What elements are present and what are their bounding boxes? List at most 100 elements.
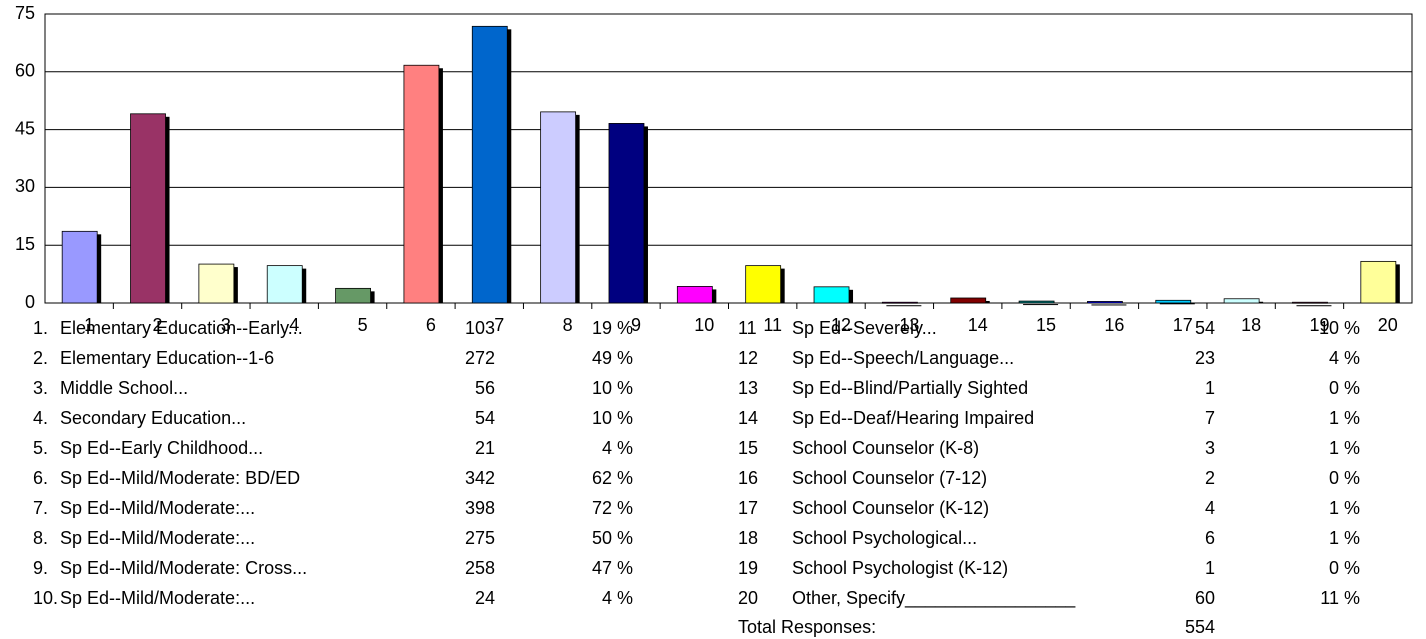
bar-shadow: [1023, 304, 1059, 306]
row-count: 2: [1205, 468, 1215, 488]
x-tick-label: 20: [1378, 315, 1398, 335]
bar: [198, 263, 235, 304]
bar-shadow: [1159, 303, 1195, 305]
row-count: 1: [1205, 558, 1215, 578]
bar: [1223, 298, 1260, 304]
row-percent: 1 %: [1329, 438, 1360, 458]
bar: [1155, 299, 1192, 304]
y-tick-label: 15: [15, 234, 35, 254]
row-name: Elementary Education--Early...: [60, 318, 303, 338]
row-name: Sp Ed--Mild/Moderate:...: [60, 588, 255, 608]
row-name: School Psychological...: [792, 528, 977, 548]
x-tick-label: 7: [494, 315, 504, 335]
row-percent: 72 %: [592, 498, 633, 518]
row-percent: 50 %: [592, 528, 633, 548]
row-name: School Counselor (K-8): [792, 438, 979, 458]
row-percent: 1 %: [1329, 528, 1360, 548]
row-number: 20: [738, 588, 758, 608]
total-label: Total Responses:: [738, 617, 876, 637]
total-value: 554: [1185, 617, 1215, 637]
x-tick-label: 17: [1173, 315, 1193, 335]
row-percent: 62 %: [592, 468, 633, 488]
row-count: 258: [465, 558, 495, 578]
y-tick-label: 75: [15, 3, 35, 23]
row-name: Middle School...: [60, 378, 188, 398]
row-name: Sp Ed--Speech/Language...: [792, 348, 1014, 368]
row-number: 2.: [33, 348, 48, 368]
row-number: 9.: [33, 558, 48, 578]
row-percent: 10 %: [592, 378, 633, 398]
bar: [950, 297, 987, 304]
row-name: Sp Ed--Severely...: [792, 318, 937, 338]
row-name: Secondary Education...: [60, 408, 246, 428]
bar: [1018, 300, 1055, 304]
x-tick-label: 6: [426, 315, 436, 335]
row-name: Sp Ed--Deaf/Hearing Impaired: [792, 408, 1034, 428]
row-percent: 10 %: [592, 408, 633, 428]
bar: [608, 123, 645, 304]
row-count: 21: [475, 438, 495, 458]
row-count: 272: [465, 348, 495, 368]
row-count: 7: [1205, 408, 1215, 428]
row-percent: 10 %: [1319, 318, 1360, 338]
row-number: 14: [738, 408, 758, 428]
x-tick-label: 9: [631, 315, 641, 335]
row-name: School Psychologist (K-12): [792, 558, 1008, 578]
bar: [676, 286, 713, 304]
y-tick-label: 0: [25, 292, 35, 312]
row-percent: 1 %: [1329, 408, 1360, 428]
row-count: 4: [1205, 498, 1215, 518]
bar: [403, 64, 440, 304]
row-name: Elementary Education--1-6: [60, 348, 274, 368]
row-name: Sp Ed--Mild/Moderate: BD/ED: [60, 468, 300, 488]
bar: [335, 287, 371, 304]
x-tick-label: 8: [563, 315, 573, 335]
row-number: 17: [738, 498, 758, 518]
row-count: 54: [1195, 318, 1215, 338]
row-count: 103: [465, 318, 495, 338]
row-percent: 4 %: [602, 588, 633, 608]
bar: [1087, 301, 1123, 304]
y-tick-label: 60: [15, 61, 35, 81]
row-number: 4.: [33, 408, 48, 428]
bar: [1292, 301, 1328, 304]
row-number: 1.: [33, 318, 48, 338]
row-number: 12: [738, 348, 758, 368]
row-percent: 11 %: [1320, 588, 1360, 608]
row-number: 19: [738, 558, 758, 578]
row-count: 1: [1205, 378, 1215, 398]
row-count: 60: [1195, 588, 1215, 608]
x-tick-label: 5: [358, 315, 368, 335]
bar: [540, 111, 577, 304]
row-count: 275: [465, 528, 495, 548]
bar: [813, 286, 850, 304]
x-tick-label: 2: [153, 315, 163, 335]
row-number: 8.: [33, 528, 48, 548]
row-name: School Counselor (K-12): [792, 498, 989, 518]
row-percent: 0 %: [1329, 468, 1360, 488]
row-count: 3: [1205, 438, 1215, 458]
row-number: 15: [738, 438, 758, 458]
row-name: Sp Ed--Mild/Moderate:...: [60, 528, 255, 548]
row-name: Sp Ed--Early Childhood...: [60, 438, 263, 458]
row-number: 16: [738, 468, 758, 488]
x-tick-label: 18: [1241, 315, 1261, 335]
row-percent: 4 %: [1329, 348, 1360, 368]
x-tick-label: 16: [1104, 315, 1124, 335]
row-count: 342: [465, 468, 495, 488]
row-name: Other, Specify_________________: [792, 588, 1076, 609]
plot-frame: [44, 13, 1413, 304]
row-name: School Counselor (7-12): [792, 468, 987, 488]
row-number: 5.: [33, 438, 48, 458]
bar: [61, 230, 98, 304]
row-name: Sp Ed--Mild/Moderate: Cross...: [60, 558, 307, 578]
bar: [471, 25, 508, 304]
x-tick-label: 3: [221, 315, 231, 335]
x-tick-label: 11: [763, 315, 782, 335]
bar-shadow: [886, 305, 922, 307]
row-count: 56: [475, 378, 495, 398]
bar-shadow: [1091, 304, 1127, 306]
x-tick-label: 12: [831, 315, 851, 335]
